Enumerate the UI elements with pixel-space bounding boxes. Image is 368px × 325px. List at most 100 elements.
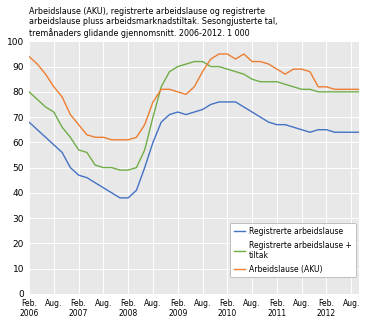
Arbeidslause (AKU) bbox=[250, 59, 254, 63]
Registrerte arbeidslause bbox=[109, 191, 114, 195]
Registrerte arbeidslause +
tiltak bbox=[93, 163, 98, 167]
Registrerte arbeidslause +
tiltak bbox=[167, 70, 172, 73]
Arbeidslause (AKU) bbox=[225, 52, 230, 56]
Arbeidslause (AKU) bbox=[316, 85, 321, 89]
Registrerte arbeidslause bbox=[217, 100, 221, 104]
Registrerte arbeidslause bbox=[357, 130, 362, 134]
Registrerte arbeidslause +
tiltak bbox=[35, 98, 39, 101]
Registrerte arbeidslause bbox=[192, 110, 197, 114]
Registrerte arbeidslause bbox=[275, 123, 279, 127]
Registrerte arbeidslause bbox=[308, 130, 312, 134]
Registrerte arbeidslause +
tiltak bbox=[242, 72, 246, 76]
Registrerte arbeidslause bbox=[60, 150, 64, 154]
Arbeidslause (AKU) bbox=[283, 72, 287, 76]
Registrerte arbeidslause bbox=[77, 173, 81, 177]
Arbeidslause (AKU) bbox=[68, 112, 72, 116]
Registrerte arbeidslause +
tiltak bbox=[283, 82, 287, 86]
Registrerte arbeidslause bbox=[184, 112, 188, 116]
Registrerte arbeidslause bbox=[258, 115, 263, 119]
Registrerte arbeidslause bbox=[85, 176, 89, 180]
Text: Arbeidslause (AKU), registrerte arbeidslause og registrerte
arbeidslause pluss a: Arbeidslause (AKU), registrerte arbeidsl… bbox=[29, 7, 277, 38]
Registrerte arbeidslause bbox=[233, 100, 238, 104]
Registrerte arbeidslause +
tiltak bbox=[134, 166, 139, 170]
Registrerte arbeidslause bbox=[142, 166, 147, 170]
Registrerte arbeidslause bbox=[126, 196, 130, 200]
Registrerte arbeidslause +
tiltak bbox=[308, 87, 312, 91]
Arbeidslause (AKU) bbox=[192, 85, 197, 89]
Registrerte arbeidslause +
tiltak bbox=[316, 90, 321, 94]
Registrerte arbeidslause bbox=[167, 112, 172, 116]
Registrerte arbeidslause bbox=[43, 135, 48, 139]
Arbeidslause (AKU) bbox=[109, 138, 114, 142]
Registrerte arbeidslause bbox=[250, 110, 254, 114]
Registrerte arbeidslause +
tiltak bbox=[151, 115, 155, 119]
Arbeidslause (AKU) bbox=[93, 135, 98, 139]
Arbeidslause (AKU) bbox=[349, 87, 353, 91]
Registrerte arbeidslause +
tiltak bbox=[109, 166, 114, 170]
Arbeidslause (AKU) bbox=[60, 95, 64, 99]
Registrerte arbeidslause bbox=[341, 130, 345, 134]
Arbeidslause (AKU) bbox=[101, 135, 106, 139]
Registrerte arbeidslause bbox=[93, 181, 98, 185]
Registrerte arbeidslause +
tiltak bbox=[291, 85, 296, 89]
Registrerte arbeidslause bbox=[291, 125, 296, 129]
Arbeidslause (AKU) bbox=[217, 52, 221, 56]
Arbeidslause (AKU) bbox=[151, 100, 155, 104]
Registrerte arbeidslause bbox=[324, 128, 329, 132]
Arbeidslause (AKU) bbox=[142, 123, 147, 127]
Registrerte arbeidslause +
tiltak bbox=[300, 87, 304, 91]
Registrerte arbeidslause +
tiltak bbox=[324, 90, 329, 94]
Registrerte arbeidslause +
tiltak bbox=[184, 62, 188, 66]
Registrerte arbeidslause bbox=[68, 166, 72, 170]
Arbeidslause (AKU) bbox=[324, 85, 329, 89]
Registrerte arbeidslause +
tiltak bbox=[357, 90, 362, 94]
Registrerte arbeidslause +
tiltak bbox=[52, 110, 56, 114]
Registrerte arbeidslause +
tiltak bbox=[85, 150, 89, 154]
Arbeidslause (AKU) bbox=[118, 138, 122, 142]
Arbeidslause (AKU) bbox=[242, 52, 246, 56]
Arbeidslause (AKU) bbox=[308, 70, 312, 73]
Registrerte arbeidslause bbox=[176, 110, 180, 114]
Registrerte arbeidslause bbox=[27, 120, 31, 124]
Registrerte arbeidslause bbox=[225, 100, 230, 104]
Registrerte arbeidslause +
tiltak bbox=[27, 90, 31, 94]
Registrerte arbeidslause +
tiltak bbox=[192, 59, 197, 63]
Registrerte arbeidslause bbox=[101, 186, 106, 190]
Arbeidslause (AKU) bbox=[300, 67, 304, 71]
Registrerte arbeidslause +
tiltak bbox=[225, 67, 230, 71]
Registrerte arbeidslause bbox=[333, 130, 337, 134]
Arbeidslause (AKU) bbox=[126, 138, 130, 142]
Registrerte arbeidslause +
tiltak bbox=[250, 77, 254, 81]
Registrerte arbeidslause +
tiltak bbox=[258, 80, 263, 84]
Arbeidslause (AKU) bbox=[291, 67, 296, 71]
Registrerte arbeidslause +
tiltak bbox=[217, 65, 221, 69]
Registrerte arbeidslause bbox=[266, 120, 271, 124]
Arbeidslause (AKU) bbox=[200, 70, 205, 73]
Registrerte arbeidslause +
tiltak bbox=[77, 148, 81, 152]
Registrerte arbeidslause bbox=[200, 108, 205, 111]
Registrerte arbeidslause +
tiltak bbox=[176, 65, 180, 69]
Arbeidslause (AKU) bbox=[27, 55, 31, 58]
Registrerte arbeidslause +
tiltak bbox=[275, 80, 279, 84]
Arbeidslause (AKU) bbox=[233, 57, 238, 61]
Legend: Registrerte arbeidslause, Registrerte arbeidslause +
tiltak, Arbeidslause (AKU): Registrerte arbeidslause, Registrerte ar… bbox=[230, 223, 356, 277]
Registrerte arbeidslause +
tiltak bbox=[142, 148, 147, 152]
Registrerte arbeidslause bbox=[283, 123, 287, 127]
Registrerte arbeidslause +
tiltak bbox=[68, 135, 72, 139]
Arbeidslause (AKU) bbox=[35, 62, 39, 66]
Registrerte arbeidslause +
tiltak bbox=[209, 65, 213, 69]
Registrerte arbeidslause bbox=[159, 120, 163, 124]
Arbeidslause (AKU) bbox=[266, 62, 271, 66]
Arbeidslause (AKU) bbox=[209, 57, 213, 61]
Arbeidslause (AKU) bbox=[258, 59, 263, 63]
Registrerte arbeidslause +
tiltak bbox=[101, 166, 106, 170]
Registrerte arbeidslause bbox=[52, 143, 56, 147]
Registrerte arbeidslause bbox=[118, 196, 122, 200]
Registrerte arbeidslause bbox=[349, 130, 353, 134]
Registrerte arbeidslause bbox=[209, 102, 213, 106]
Arbeidslause (AKU) bbox=[167, 87, 172, 91]
Arbeidslause (AKU) bbox=[184, 92, 188, 96]
Line: Arbeidslause (AKU): Arbeidslause (AKU) bbox=[29, 54, 360, 140]
Registrerte arbeidslause +
tiltak bbox=[159, 85, 163, 89]
Registrerte arbeidslause +
tiltak bbox=[333, 90, 337, 94]
